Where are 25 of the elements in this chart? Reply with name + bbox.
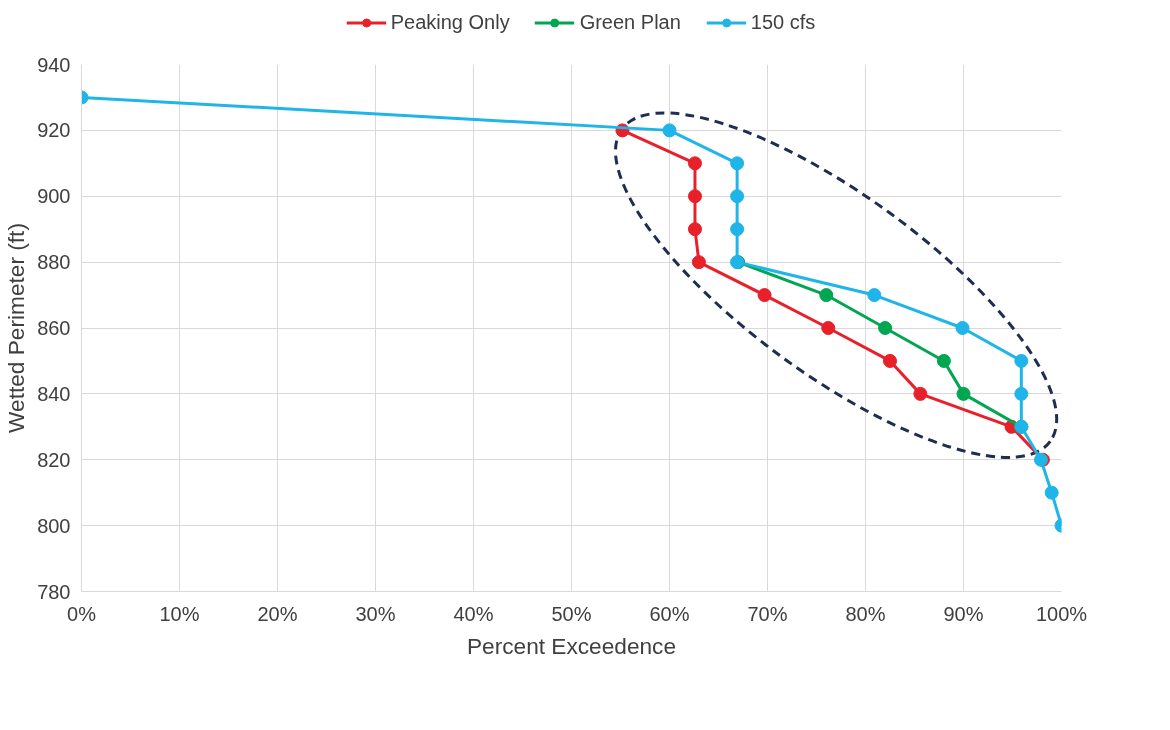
x-tick-label: 100%: [1035, 602, 1088, 625]
y-tick-label: 780: [37, 580, 71, 603]
y-tick-label: 920: [37, 119, 71, 142]
x-tick-label: 30%: [355, 602, 396, 625]
x-tick-label: 70%: [747, 602, 788, 625]
y-tick-label: 860: [37, 317, 71, 339]
x-tick-label: 10%: [159, 602, 200, 625]
x-tick-label: 80%: [845, 602, 886, 625]
y-tick-label: 820: [37, 448, 71, 471]
legend-label: 150 cfs: [750, 10, 816, 34]
y-tick-label: 900: [37, 185, 71, 208]
y-axis-title: Wetted Perimeter (ft): [3, 223, 30, 433]
x-tick-label: 50%: [551, 602, 592, 625]
y-tick-label: 880: [37, 251, 71, 274]
y-tick-label: 840: [37, 382, 71, 405]
x-tick-label: 20%: [257, 602, 298, 625]
legend-label: Green Plan: [579, 10, 681, 34]
y-tick-label: 800: [37, 514, 71, 537]
x-tick-label: 90%: [943, 602, 984, 625]
y-tick-label: 940: [37, 53, 71, 76]
legend-label: Peaking Only: [390, 10, 510, 34]
x-tick-label: 40%: [453, 602, 494, 625]
x-tick-label: 60%: [649, 602, 690, 625]
x-axis-title: Percent Exceedence: [466, 632, 677, 659]
x-tick-label: 0%: [67, 602, 97, 625]
